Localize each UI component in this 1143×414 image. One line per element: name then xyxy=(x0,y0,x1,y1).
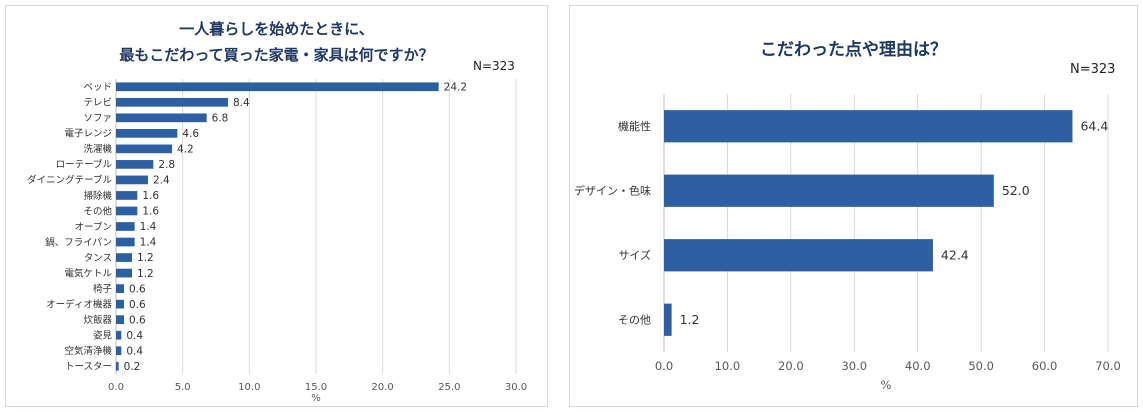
category-label: トースター xyxy=(65,362,112,373)
bar xyxy=(116,222,135,231)
bar xyxy=(116,299,124,309)
x-tick-label: 20.0 xyxy=(372,382,394,393)
bar xyxy=(664,303,672,336)
data-label: 4.6 xyxy=(182,128,199,140)
data-label: 2.4 xyxy=(153,175,170,187)
x-tick-label: 5.0 xyxy=(175,382,191,393)
data-label: 1.6 xyxy=(142,190,159,202)
category-label: ローテーブル xyxy=(56,159,113,171)
data-label: 0.6 xyxy=(129,283,146,295)
x-axis-title: % xyxy=(311,393,321,404)
data-label: 1.2 xyxy=(680,312,700,327)
x-tick-label: 70.0 xyxy=(1095,359,1121,373)
data-label: 2.8 xyxy=(158,159,175,171)
bar xyxy=(116,82,439,92)
x-tick-label: 15.0 xyxy=(305,382,327,393)
x-tick-label: 0.0 xyxy=(655,359,673,373)
category-label: その他 xyxy=(618,314,651,327)
category-label: テレビ xyxy=(83,98,112,109)
bar xyxy=(116,268,132,278)
x-tick-label: 20.0 xyxy=(778,359,804,373)
category-label: 機能性 xyxy=(618,119,651,133)
bar xyxy=(116,128,178,138)
data-label: 0.6 xyxy=(129,299,146,311)
bar xyxy=(116,315,124,325)
bar xyxy=(116,330,122,340)
data-label: 0.4 xyxy=(126,330,143,342)
data-label: 0.4 xyxy=(126,345,143,357)
data-label: 0.2 xyxy=(124,361,141,373)
data-label: 1.4 xyxy=(140,237,157,249)
category-label: 電気ケトル xyxy=(64,267,112,279)
bar xyxy=(116,160,154,169)
data-label: 42.4 xyxy=(941,248,969,263)
category-label: タンス xyxy=(84,253,112,264)
sample-size-label: N=323 xyxy=(473,59,515,73)
category-label: 掃除機 xyxy=(83,190,112,202)
data-label: 8.4 xyxy=(233,97,250,109)
category-label: デザイン・色味 xyxy=(574,184,651,198)
bar xyxy=(116,113,207,123)
data-label: 1.2 xyxy=(137,252,154,264)
category-label: オーディオ機器 xyxy=(46,298,112,310)
bar xyxy=(116,237,135,247)
x-tick-label: 10.0 xyxy=(238,382,260,393)
data-label: 0.6 xyxy=(129,314,146,326)
bar xyxy=(116,175,148,185)
chart-panel-furniture: 一人暮らしを始めたときに、 最もこだわって買った家電・家具は何ですか？ N=32… xyxy=(5,5,548,407)
x-tick-label: 0.0 xyxy=(108,382,124,393)
data-label: 4.2 xyxy=(177,144,194,156)
bar xyxy=(664,239,933,272)
category-label: 洗濯機 xyxy=(83,143,112,155)
category-label: 炊飯器 xyxy=(83,314,112,326)
bar xyxy=(116,144,172,154)
bar xyxy=(116,253,132,262)
category-label: オーブン xyxy=(75,221,112,233)
x-tick-label: 60.0 xyxy=(1032,359,1058,373)
x-tick-label: 30.0 xyxy=(841,359,867,373)
x-tick-label: 50.0 xyxy=(968,359,994,373)
bar-chart-reasons: 0.0 10.0 20.0 30.0 40.0 50.0 60.0 70.0 機能性 64.4 デザ… xyxy=(574,94,1121,392)
category-label: 空気清浄機 xyxy=(64,345,112,357)
bar-chart-furniture: 0.0 5.0 10.0 15.0 20.0 25.0 30.0 ベッド 24.2 テレビ 8.4 ソ… xyxy=(27,79,527,404)
x-tick-label: 30.0 xyxy=(505,382,527,393)
category-label: サイズ xyxy=(618,248,651,262)
data-label: 1.2 xyxy=(137,268,154,280)
bar xyxy=(664,174,994,207)
category-label: 椅子 xyxy=(93,283,113,295)
chart-panel-reasons: こだわった点や理由は？ N=323 0.0 10.0 20.0 30.0 40.0 50.… xyxy=(569,5,1138,407)
category-label: ダイニングテーブル xyxy=(27,174,112,186)
bar xyxy=(116,191,138,200)
data-label: 1.6 xyxy=(142,206,159,218)
bar xyxy=(116,206,138,216)
sample-size-label: N=323 xyxy=(1070,62,1116,77)
category-label: 姿見 xyxy=(93,330,113,342)
x-tick-label: 40.0 xyxy=(905,359,931,373)
category-label: ソファ xyxy=(83,113,112,124)
chart-title-line-1: 一人暮らしを始めたときに、 xyxy=(179,20,374,38)
category-label: 電子レンジ xyxy=(64,129,112,140)
data-label: 24.2 xyxy=(444,81,467,93)
data-label: 64.4 xyxy=(1080,119,1108,134)
chart-title: こだわった点や理由は？ xyxy=(760,40,947,60)
data-label: 52.0 xyxy=(1002,183,1030,198)
category-label: ベッド xyxy=(83,82,112,93)
chart-title-line-2: 最もこだわって買った家電・家具は何ですか？ xyxy=(119,46,434,64)
x-tick-label: 10.0 xyxy=(715,359,741,373)
bar xyxy=(116,346,122,356)
x-axis-title: % xyxy=(881,378,892,392)
bar xyxy=(116,97,228,107)
data-label: 1.4 xyxy=(140,221,157,233)
bar xyxy=(664,110,1073,143)
category-label: その他 xyxy=(83,205,112,217)
bar xyxy=(116,284,124,293)
bar xyxy=(116,361,119,371)
data-label: 6.8 xyxy=(212,112,229,124)
category-label: 鍋、フライパン xyxy=(45,236,112,248)
x-tick-label: 25.0 xyxy=(438,382,460,393)
